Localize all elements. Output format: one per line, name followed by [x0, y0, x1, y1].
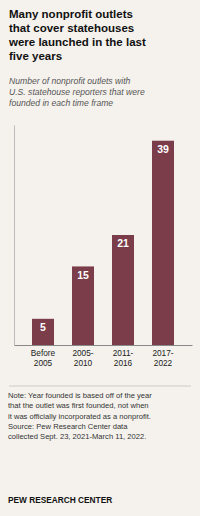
bar	[112, 235, 134, 345]
text-line: 2010	[74, 358, 93, 368]
title: Many nonprofit outlets that cover stateho…	[8, 8, 146, 62]
text-line: Many nonprofit outlets	[9, 8, 133, 20]
note: Note: Year founded is based off of the y…	[8, 391, 152, 441]
y-axis	[14, 126, 15, 346]
data-labels: 5 15 21 39	[40, 143, 169, 333]
text-line: Number of nonprofit outlets with	[9, 76, 131, 86]
text-line: Note: Year founded is based off of the y…	[8, 391, 152, 400]
text-line: it was officially incorporated as a nonp…	[8, 412, 151, 421]
text-line: 2005	[34, 358, 53, 368]
text-line: Source: Pew Research Center data	[8, 422, 128, 431]
y-axis-line	[14, 126, 15, 346]
bar	[152, 141, 174, 345]
x-tick-label: Before2005	[31, 348, 56, 368]
text-line: were launched in the last	[8, 36, 146, 48]
x-tick-label: 2017-2022	[152, 348, 173, 368]
bar	[72, 266, 94, 345]
x-tick-label: 2011-2016	[113, 348, 134, 368]
x-tick: 2017-2022	[152, 348, 173, 368]
x-axis-line	[15, 345, 193, 346]
x-axis: Before2005 2005-2010 2011-2016 2017-2022	[15, 346, 193, 368]
bar	[32, 319, 54, 345]
text-line: collected Sept. 23, 2021-March 11, 2022.	[8, 432, 146, 441]
subtitle: Number of nonprofit outlets withU.S. sta…	[9, 76, 145, 108]
text-line: that cover statehouses	[9, 22, 134, 34]
source: PEW RESEARCH CENTER	[8, 495, 112, 505]
separator	[9, 386, 191, 387]
text-line: founded in each time frame	[9, 98, 113, 108]
x-tick: 2011-2016	[113, 348, 134, 368]
text-line: five years	[9, 50, 62, 62]
x-tick-label: 2005-2010	[72, 348, 93, 368]
bars	[32, 141, 174, 345]
data-label: 5	[40, 321, 46, 333]
chart: Many nonprofit outlets that cover stateho…	[0, 0, 200, 516]
text-line: 2017-	[152, 348, 173, 358]
text-line: that the outlet was first founded, not w…	[8, 401, 149, 410]
text-line: 2005-	[72, 348, 93, 358]
plot: 5 15 21 39 Before2005 2005-2010 2011-2016 2017-…	[15, 126, 193, 368]
text-line: 2022	[154, 358, 173, 368]
text-line: 2011-	[113, 348, 134, 358]
text-line: U.S. statehouse reporters that were	[9, 87, 145, 97]
x-tick: Before2005	[31, 348, 56, 368]
data-label: 39	[157, 143, 169, 155]
data-label: 15	[77, 269, 89, 281]
data-label: 21	[117, 237, 129, 249]
text-line: 2016	[114, 358, 133, 368]
x-tick: 2005-2010	[72, 348, 93, 368]
text-line: Before	[31, 348, 56, 358]
